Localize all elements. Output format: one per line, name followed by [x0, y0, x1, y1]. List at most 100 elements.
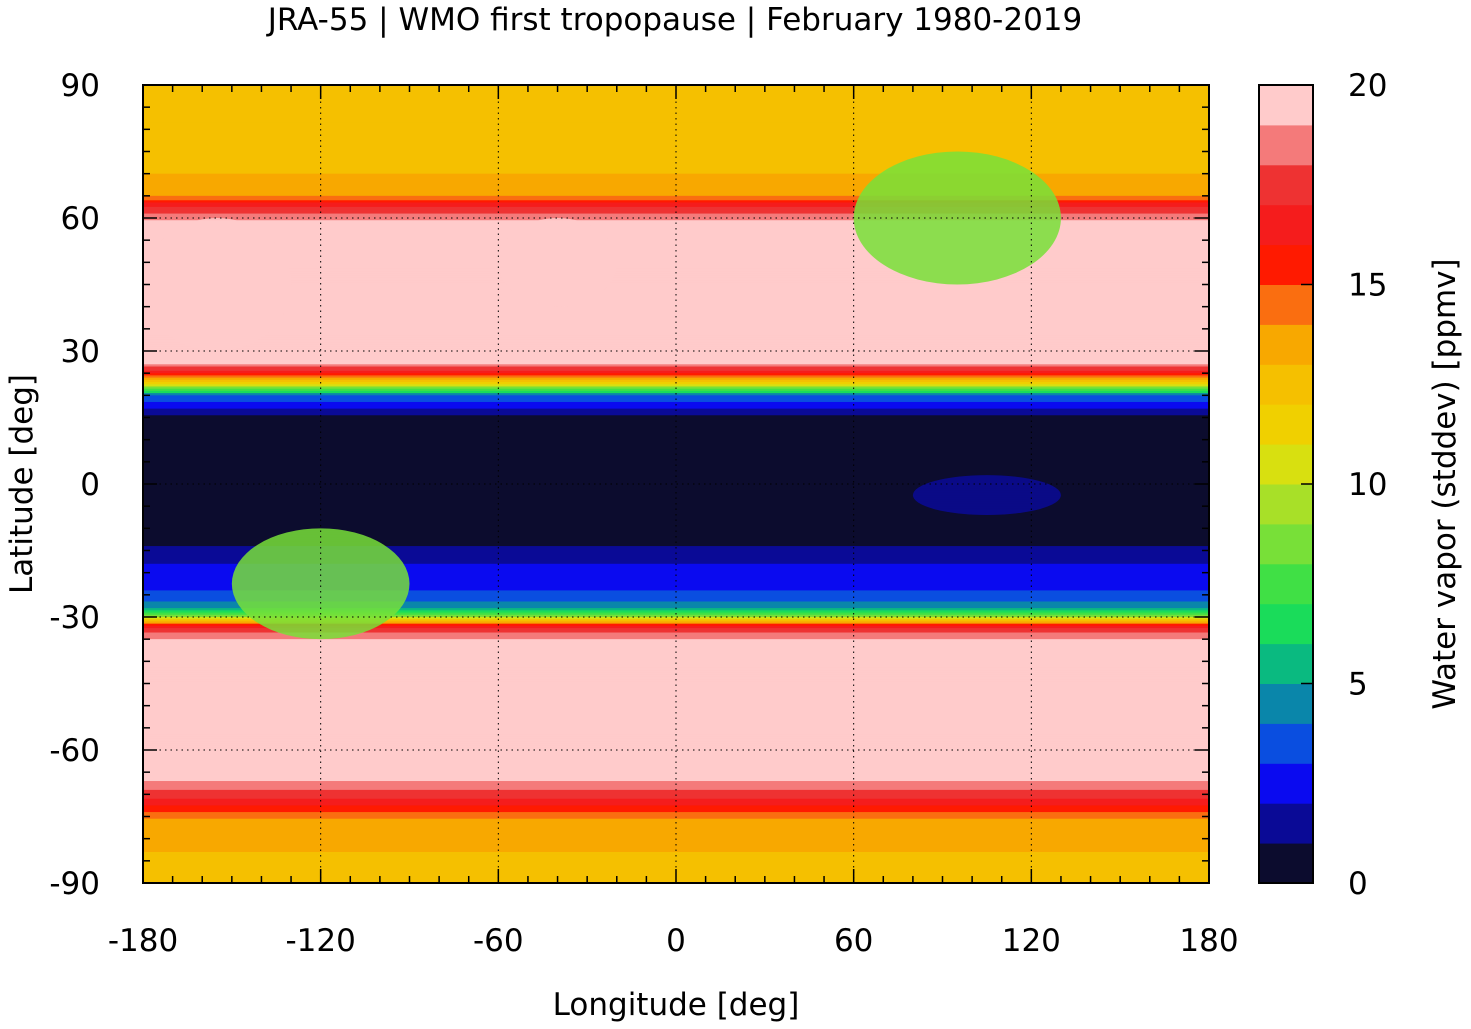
lat-band — [143, 388, 1209, 392]
colorbar-level — [1259, 843, 1313, 884]
lat-band — [143, 417, 1209, 421]
x-tick-label: -180 — [108, 923, 178, 959]
lat-band — [143, 665, 1209, 669]
x-tick-label: -120 — [285, 923, 355, 959]
lat-band — [143, 186, 1209, 190]
lat-band — [143, 355, 1209, 359]
lat-band — [143, 566, 1209, 569]
lat-band — [143, 484, 1209, 487]
lat-band — [143, 151, 1209, 155]
lat-band — [143, 577, 1209, 580]
lat-band — [143, 721, 1209, 724]
lat-band — [143, 539, 1209, 543]
region-anomaly — [143, 218, 292, 351]
lat-band — [143, 703, 1209, 707]
lat-band — [143, 339, 1209, 343]
lat-band — [143, 477, 1209, 481]
lat-band — [143, 433, 1209, 436]
colorbar-level — [1259, 364, 1313, 405]
lat-band — [143, 743, 1209, 747]
lat-band — [143, 255, 1209, 259]
lat-band — [143, 763, 1209, 767]
lat-band — [143, 164, 1209, 168]
lat-band — [143, 730, 1209, 733]
lat-band — [143, 202, 1209, 206]
lat-band — [143, 357, 1209, 361]
y-tick-labels: 90 60 30 0 -30 -60 -90 — [49, 68, 100, 902]
lat-band — [143, 796, 1209, 800]
lat-band — [143, 461, 1209, 465]
lat-band — [143, 503, 1209, 507]
lat-band — [143, 231, 1209, 235]
lat-band — [143, 173, 1209, 177]
lat-band — [143, 302, 1209, 306]
lat-band — [143, 499, 1209, 503]
lat-band — [143, 599, 1209, 603]
lat-band — [143, 521, 1209, 525]
lat-band — [143, 399, 1209, 403]
lat-band — [143, 541, 1209, 545]
lat-band — [143, 774, 1209, 778]
lat-band — [143, 863, 1209, 866]
lat-band — [143, 220, 1209, 224]
lat-band — [143, 450, 1209, 454]
lat-band — [143, 834, 1209, 838]
lat-band — [143, 617, 1209, 620]
lat-band — [143, 253, 1209, 257]
lat-band — [143, 262, 1209, 266]
lat-band — [143, 867, 1209, 871]
lat-band — [143, 823, 1209, 826]
grid-lines — [143, 85, 1209, 883]
lat-band — [143, 175, 1209, 179]
lat-band — [143, 712, 1209, 716]
lat-band — [143, 251, 1209, 255]
lat-band — [143, 328, 1209, 332]
lat-band — [143, 246, 1209, 250]
lat-band — [143, 583, 1209, 587]
lat-band — [143, 588, 1209, 591]
x-tick-label: 0 — [666, 923, 686, 959]
lat-band — [143, 459, 1209, 463]
lat-band — [143, 335, 1209, 339]
lat-band — [143, 829, 1209, 833]
y-tick-label: 30 — [61, 334, 100, 370]
lat-band — [143, 439, 1209, 443]
lat-band — [143, 690, 1209, 693]
lat-band — [143, 685, 1209, 689]
lat-band — [143, 116, 1209, 119]
lat-band — [143, 444, 1209, 447]
colorbar-level — [1259, 244, 1313, 285]
lat-band — [143, 676, 1209, 680]
y-tick-label: 90 — [61, 68, 100, 104]
lat-band — [143, 506, 1209, 509]
lat-band — [143, 687, 1209, 691]
lat-band — [143, 390, 1209, 394]
lat-band — [143, 741, 1209, 744]
lat-band — [143, 818, 1209, 822]
colorbar — [1258, 84, 1314, 884]
colorbar-level — [1259, 85, 1313, 126]
x-tick-label: -60 — [473, 923, 524, 959]
lat-band — [143, 346, 1209, 350]
lat-band — [143, 344, 1209, 348]
lat-band — [143, 543, 1209, 547]
lat-band — [143, 218, 1209, 221]
lat-band — [143, 404, 1209, 408]
axis-ticks — [142, 84, 1210, 884]
lat-band — [143, 153, 1209, 157]
colorbar-level — [1259, 603, 1313, 645]
lat-band — [143, 435, 1209, 439]
colorbar-level — [1259, 404, 1313, 445]
lat-band — [143, 162, 1209, 166]
lat-band — [143, 812, 1209, 815]
lat-band — [143, 468, 1209, 472]
lat-band — [143, 140, 1209, 144]
lat-band — [143, 213, 1209, 217]
lat-band — [143, 718, 1209, 722]
lat-band — [143, 131, 1209, 135]
x-tick-label: 180 — [1179, 923, 1238, 959]
lat-band — [143, 107, 1209, 110]
lat-band — [143, 446, 1209, 450]
lat-band — [143, 373, 1209, 376]
